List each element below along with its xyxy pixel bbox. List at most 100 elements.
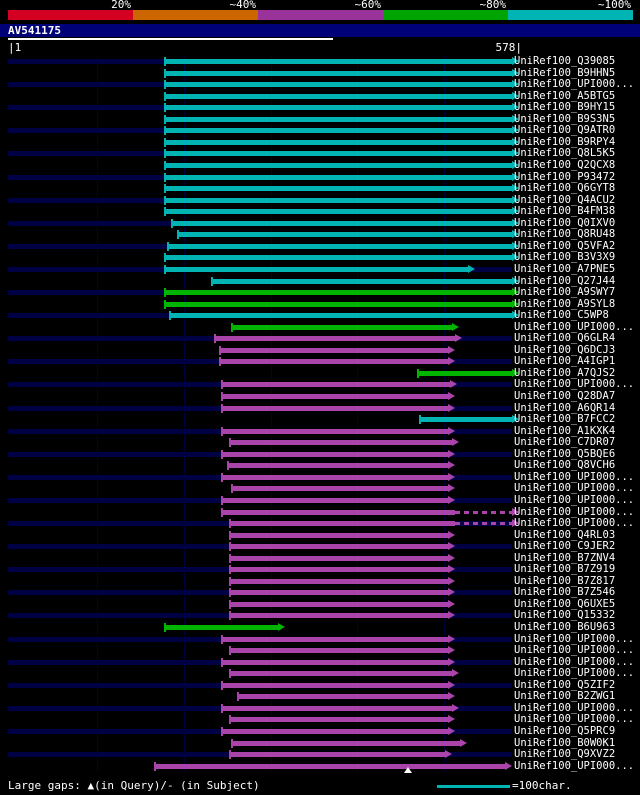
- hit-label[interactable]: UniRef100_Q8VCH6: [514, 459, 616, 472]
- hit-label[interactable]: UniRef100_B4FM38: [514, 205, 616, 218]
- hit-label[interactable]: UniRef100_UPI000...: [514, 320, 635, 333]
- hit-label[interactable]: UniRef100_A7QJS2: [514, 366, 616, 379]
- alignment-bar[interactable]: [163, 207, 520, 217]
- hit-label[interactable]: UniRef100_B7Z546: [514, 586, 616, 599]
- hit-label[interactable]: UniRef100_B7Z817: [514, 574, 616, 587]
- alignment-bar[interactable]: [163, 126, 520, 136]
- alignment-bar[interactable]: [228, 611, 455, 621]
- subject-gap-dashes[interactable]: [454, 519, 520, 527]
- alignment-bar[interactable]: [237, 692, 455, 702]
- alignment-bar[interactable]: [228, 542, 455, 552]
- alignment-bar[interactable]: [228, 669, 460, 679]
- alignment-bar[interactable]: [220, 726, 455, 736]
- alignment-bar[interactable]: [220, 380, 458, 390]
- hit-label[interactable]: UniRef100_A5BTG5: [514, 89, 616, 102]
- alignment-bar[interactable]: [167, 241, 519, 251]
- hit-label[interactable]: UniRef100_B9RPY4: [514, 135, 616, 148]
- hit-label[interactable]: UniRef100_C5WP8: [514, 309, 609, 322]
- alignment-bar[interactable]: [163, 103, 520, 113]
- alignment-bar[interactable]: [171, 218, 519, 228]
- alignment-bar[interactable]: [163, 91, 520, 101]
- alignment-bar[interactable]: [163, 172, 520, 182]
- hit-label[interactable]: UniRef100_Q5PRC9: [514, 724, 616, 737]
- hit-label[interactable]: UniRef100_C7DR07: [514, 436, 616, 449]
- alignment-bar[interactable]: [163, 161, 520, 170]
- hit-label[interactable]: UniRef100_UPI000...: [514, 78, 635, 91]
- hit-label[interactable]: UniRef100_A6QR14: [514, 401, 616, 414]
- hit-label[interactable]: UniRef100_Q15332: [514, 609, 616, 622]
- hit-label[interactable]: UniRef100_UPI000...: [514, 667, 635, 680]
- hit-label[interactable]: UniRef100_UPI000...: [514, 505, 635, 518]
- hit-label[interactable]: UniRef100_Q4RL03: [514, 528, 616, 541]
- alignment-bar[interactable]: [163, 288, 520, 297]
- hit-label[interactable]: UniRef100_B7Z919: [514, 563, 616, 576]
- hit-label[interactable]: UniRef100_Q5VFA2: [514, 239, 616, 252]
- alignment-bar[interactable]: [168, 311, 520, 321]
- hit-label[interactable]: UniRef100_UPI000...: [514, 759, 635, 772]
- hit-label[interactable]: UniRef100_UPI000...: [514, 378, 635, 391]
- hit-label[interactable]: UniRef100_A9SWY7: [514, 286, 616, 298]
- alignment-bar[interactable]: [163, 264, 475, 274]
- alignment-bar[interactable]: [220, 392, 455, 401]
- alignment-bar[interactable]: [163, 57, 520, 66]
- hit-label[interactable]: UniRef100_B6U963: [514, 621, 616, 633]
- hit-label[interactable]: UniRef100_UPI000...: [514, 517, 635, 529]
- hit-label[interactable]: UniRef100_Q39085: [514, 55, 616, 67]
- alignment-bar[interactable]: [163, 80, 520, 90]
- hit-label[interactable]: UniRef100_Q8L5K5: [514, 147, 616, 160]
- hit-label[interactable]: UniRef100_B7FCC2: [514, 413, 616, 426]
- alignment-bar[interactable]: [220, 472, 455, 482]
- hit-label[interactable]: UniRef100_UPI000...: [514, 644, 635, 657]
- hit-label[interactable]: UniRef100_A7PNE5: [514, 262, 616, 275]
- hit-label[interactable]: UniRef100_P93472: [514, 170, 616, 183]
- alignment-bar[interactable]: [163, 195, 520, 205]
- hit-label[interactable]: UniRef100_UPI000...: [514, 493, 635, 506]
- alignment-bar[interactable]: [228, 588, 455, 598]
- hit-label[interactable]: UniRef100_UPI000...: [514, 701, 635, 714]
- alignment-bar[interactable]: [220, 703, 460, 713]
- alignment-bar[interactable]: [211, 276, 519, 286]
- alignment-bar[interactable]: [163, 114, 520, 124]
- alignment-bar[interactable]: [228, 553, 455, 563]
- alignment-bar[interactable]: [163, 253, 520, 263]
- alignment-bar[interactable]: [219, 345, 455, 355]
- alignment-bar[interactable]: [228, 519, 455, 528]
- hit-label[interactable]: UniRef100_B9HHN5: [514, 66, 616, 79]
- alignment-bar[interactable]: [220, 634, 455, 644]
- alignment-bar[interactable]: [228, 576, 455, 586]
- hit-label[interactable]: UniRef100_A9SYL8: [514, 297, 616, 310]
- alignment-bar[interactable]: [220, 449, 455, 459]
- alignment-bar[interactable]: [418, 415, 520, 425]
- hit-label[interactable]: UniRef100_UPI000...: [514, 482, 635, 495]
- hit-label[interactable]: UniRef100_Q6DCJ3: [514, 343, 616, 356]
- alignment-bar[interactable]: [228, 750, 453, 759]
- alignment-bar[interactable]: [219, 357, 455, 367]
- hit-label[interactable]: UniRef100_UPI000...: [514, 655, 635, 668]
- alignment-bar[interactable]: [228, 715, 455, 725]
- alignment-bar[interactable]: [231, 738, 467, 748]
- hit-label[interactable]: UniRef100_Q6UXE5: [514, 597, 616, 610]
- alignment-bar[interactable]: [231, 322, 459, 332]
- alignment-bar[interactable]: [228, 530, 455, 540]
- hit-label[interactable]: UniRef100_B9S3N5: [514, 112, 616, 125]
- alignment-bar[interactable]: [220, 680, 455, 690]
- hit-label[interactable]: UniRef100_UPI000...: [514, 713, 635, 726]
- alignment-bar[interactable]: [220, 426, 455, 436]
- hit-label[interactable]: UniRef100_Q5BQE6: [514, 447, 616, 460]
- alignment-bar[interactable]: [176, 230, 520, 240]
- alignment-bar[interactable]: [220, 507, 455, 517]
- alignment-bar[interactable]: [163, 623, 286, 632]
- alignment-bar[interactable]: [163, 137, 520, 147]
- hit-label[interactable]: UniRef100_Q2QCX8: [514, 159, 616, 171]
- hit-label[interactable]: UniRef100_Q9XVZ2: [514, 748, 616, 760]
- hit-label[interactable]: UniRef100_A1KXK4: [514, 424, 616, 437]
- alignment-bar[interactable]: [154, 761, 512, 771]
- alignment-bar[interactable]: [163, 149, 520, 159]
- hit-label[interactable]: UniRef100_B0W0K1: [514, 736, 616, 749]
- hit-label[interactable]: UniRef100_Q5ZIF2: [514, 678, 616, 691]
- alignment-bar[interactable]: [228, 599, 455, 609]
- alignment-bar[interactable]: [163, 299, 520, 309]
- alignment-bar[interactable]: [220, 403, 455, 413]
- alignment-bar[interactable]: [227, 461, 455, 471]
- hit-label[interactable]: UniRef100_Q4ACU2: [514, 193, 616, 206]
